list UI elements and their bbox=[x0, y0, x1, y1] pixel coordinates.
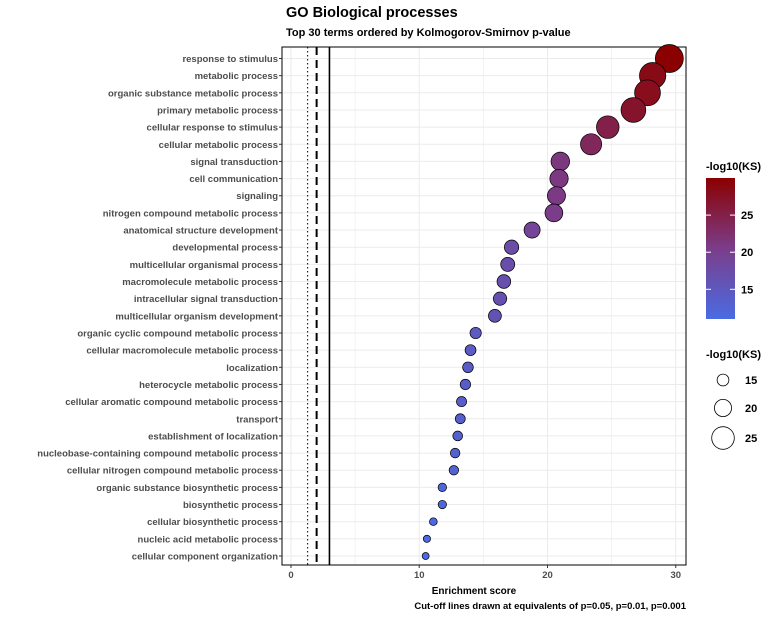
data-point bbox=[459, 378, 471, 391]
x-tick-label: 20 bbox=[542, 570, 553, 581]
y-tick-label: transport bbox=[236, 414, 279, 425]
chart-title: GO Biological processes bbox=[286, 5, 458, 21]
y-tick-label: organic cyclic compound metabolic proces… bbox=[77, 328, 278, 339]
color-legend-label: 15 bbox=[741, 284, 753, 296]
y-tick-label: signal transduction bbox=[190, 157, 278, 168]
y-tick-label: multicellular organismal process bbox=[130, 260, 278, 271]
color-legend-bar bbox=[706, 178, 735, 319]
chart-caption: Cut-off lines drawn at equivalents of p=… bbox=[414, 601, 686, 612]
y-tick-label: heterocycle metabolic process bbox=[139, 380, 278, 391]
data-point bbox=[437, 482, 447, 492]
y-tick-label: developmental process bbox=[172, 243, 278, 254]
data-point bbox=[504, 239, 520, 255]
y-tick-label: localization bbox=[226, 363, 278, 374]
data-point bbox=[449, 447, 461, 459]
color-legend-title: -log10(KS) bbox=[706, 161, 761, 173]
y-tick-label: nucleic acid metabolic process bbox=[138, 534, 278, 545]
data-point bbox=[492, 291, 508, 306]
color-legend-label: 20 bbox=[741, 247, 753, 259]
data-point bbox=[500, 256, 516, 272]
y-tick-label: biosynthetic process bbox=[183, 500, 278, 511]
y-tick-label: nucleobase-containing compound metabolic… bbox=[37, 449, 278, 460]
data-point bbox=[496, 274, 512, 289]
y-tick-label: establishment of localization bbox=[148, 431, 278, 442]
x-tick-label: 10 bbox=[414, 570, 425, 581]
data-point bbox=[437, 499, 447, 510]
data-point bbox=[462, 361, 474, 373]
color-legend-label: 25 bbox=[741, 210, 753, 222]
y-tick-label: cellular nitrogen compound metabolic pro… bbox=[67, 466, 278, 477]
data-point bbox=[523, 221, 541, 239]
data-point bbox=[596, 115, 620, 139]
y-tick-label: signaling bbox=[236, 191, 278, 202]
x-tick-label: 30 bbox=[670, 570, 681, 581]
data-point bbox=[580, 133, 603, 156]
y-tick-label: cellular aromatic compound metabolic pro… bbox=[65, 397, 278, 408]
chart-subtitle: Top 30 terms ordered by Kolmogorov-Smirn… bbox=[286, 27, 571, 39]
data-point bbox=[654, 44, 684, 73]
size-legend-circle bbox=[714, 399, 732, 417]
data-point bbox=[549, 169, 569, 189]
y-tick-label: intracellular signal transduction bbox=[134, 294, 278, 305]
y-tick-label: response to stimulus bbox=[182, 54, 278, 65]
data-point bbox=[456, 396, 467, 408]
data-point bbox=[421, 552, 430, 560]
y-tick-label: metabolic process bbox=[195, 71, 278, 82]
size-legend-label: 15 bbox=[745, 375, 757, 387]
y-tick-label: cell communication bbox=[189, 174, 278, 185]
y-tick-label: nitrogen compound metabolic process bbox=[103, 208, 278, 219]
data-point bbox=[448, 465, 459, 476]
data-point bbox=[422, 534, 431, 543]
size-legend-label: 20 bbox=[745, 403, 757, 415]
y-tick-label: macromolecule metabolic process bbox=[122, 277, 278, 288]
y-tick-label: multicellular organism development bbox=[115, 311, 278, 322]
size-legend-circle bbox=[716, 373, 730, 387]
y-tick-label: cellular macromolecule metabolic process bbox=[86, 346, 278, 357]
y-tick-label: organic substance metabolic process bbox=[108, 88, 278, 99]
y-tick-label: anatomical structure development bbox=[123, 226, 279, 237]
data-point bbox=[550, 151, 570, 172]
data-point bbox=[464, 344, 477, 356]
data-point bbox=[488, 309, 502, 323]
data-point bbox=[454, 413, 466, 425]
size-legend-label: 25 bbox=[745, 433, 757, 445]
data-point bbox=[547, 186, 566, 206]
y-tick-label: organic substance biosynthetic process bbox=[96, 483, 278, 494]
y-tick-label: cellular component organization bbox=[132, 552, 278, 563]
data-point bbox=[429, 517, 438, 526]
size-legend-circle bbox=[711, 426, 735, 450]
data-point bbox=[544, 203, 564, 223]
x-axis-label: Enrichment score bbox=[432, 586, 517, 597]
y-tick-label: cellular metabolic process bbox=[159, 140, 278, 151]
y-tick-label: cellular response to stimulus bbox=[147, 123, 278, 134]
data-point bbox=[452, 430, 463, 442]
y-tick-label: primary metabolic process bbox=[157, 105, 278, 116]
y-tick-label: cellular biosynthetic process bbox=[147, 517, 278, 528]
size-legend-title: -log10(KS) bbox=[706, 349, 761, 361]
data-point bbox=[469, 326, 482, 339]
x-tick-label: 0 bbox=[288, 570, 293, 581]
panel-border bbox=[281, 46, 687, 566]
data-point bbox=[620, 97, 647, 123]
data-point bbox=[634, 79, 661, 107]
